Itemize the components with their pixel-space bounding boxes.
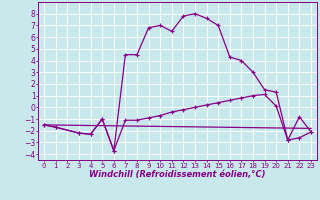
X-axis label: Windchill (Refroidissement éolien,°C): Windchill (Refroidissement éolien,°C): [89, 170, 266, 179]
